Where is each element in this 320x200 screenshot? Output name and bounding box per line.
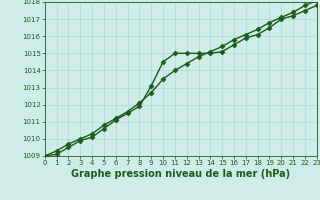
- X-axis label: Graphe pression niveau de la mer (hPa): Graphe pression niveau de la mer (hPa): [71, 169, 290, 179]
